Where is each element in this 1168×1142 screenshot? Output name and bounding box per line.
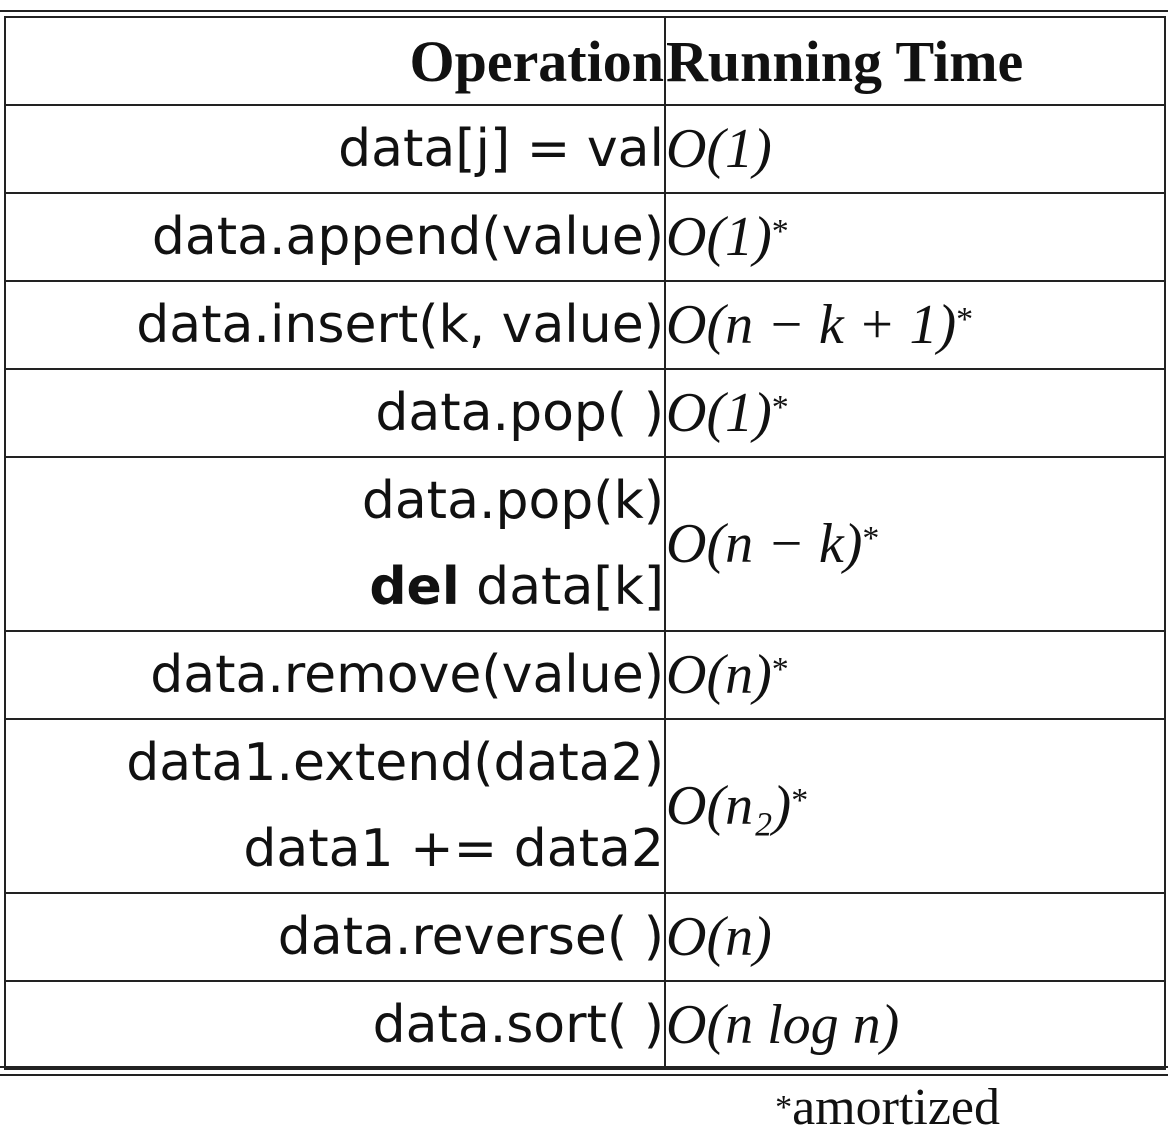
table-row: data1.extend(data2) data1 += data2 O(n₂)…	[4, 718, 1166, 894]
running-time-cell: O(n)*	[664, 630, 1166, 720]
running-time-cell: O(n₂)*	[664, 718, 1166, 894]
operations-table: Operation Running Time data[j] = val O(1…	[4, 16, 1166, 1070]
running-time-text: O(n)	[666, 644, 772, 706]
del-operand: data[k]	[459, 557, 664, 617]
amortized-mark: *	[862, 520, 880, 557]
running-time-text: O(n)	[666, 906, 772, 968]
running-time-text: O(n − k + 1)	[666, 294, 957, 356]
operation-text: data.sort( )	[372, 995, 664, 1055]
footnote: *amortized	[775, 1078, 1000, 1138]
table-row: data.pop(k) del data[k] O(n − k)*	[4, 456, 1166, 632]
running-time-text: O(1)	[666, 118, 772, 180]
running-time-cell: O(1)	[664, 104, 1166, 194]
operation-cell: data.pop( )	[4, 368, 666, 458]
operation-text: data.pop( )	[375, 383, 664, 443]
operation-cell: data.append(value)	[4, 192, 666, 282]
table-row: data.pop( ) O(1)*	[4, 368, 1166, 458]
running-time-cell: O(n − k + 1)*	[664, 280, 1166, 370]
operation-cell: data.remove(value)	[4, 630, 666, 720]
running-time-text: O(n log n)	[666, 994, 900, 1056]
operation-text: data.insert(k, value)	[136, 295, 664, 355]
running-time-cell: O(n − k)*	[664, 456, 1166, 632]
top-rule	[0, 10, 1168, 12]
running-time-cell: O(n log n)	[664, 980, 1166, 1070]
footnote-text: amortized	[792, 1079, 1000, 1136]
bottom-rule	[0, 1066, 1168, 1068]
table-row: data.reverse( ) O(n)	[4, 892, 1166, 982]
operation-text: data[j] = val	[338, 119, 664, 179]
del-keyword: del	[369, 557, 460, 617]
table-header-row: Operation Running Time	[4, 16, 1166, 106]
amortized-mark: *	[791, 782, 809, 819]
operation-text: data.remove(value)	[150, 645, 664, 705]
operation-text: data.pop(k)	[361, 471, 664, 531]
operation-header: Operation	[4, 16, 666, 106]
table-row: data.remove(value) O(n)*	[4, 630, 1166, 720]
operation-cell: data.reverse( )	[4, 892, 666, 982]
amortized-mark: *	[956, 301, 974, 338]
operation-cell: data1.extend(data2) data1 += data2	[4, 718, 666, 894]
bottom-rule-double	[0, 1074, 1168, 1076]
operation-text: data.append(value)	[151, 207, 664, 267]
operation-cell: data.sort( )	[4, 980, 666, 1070]
operation-cell: data[j] = val	[4, 104, 666, 194]
running-time-cell: O(1)*	[664, 368, 1166, 458]
operation-text: data1.extend(data2)	[126, 733, 664, 793]
running-time-cell: O(n)	[664, 892, 1166, 982]
operation-text-line2: data1 += data2	[243, 819, 664, 879]
operation-cell: data.insert(k, value)	[4, 280, 666, 370]
amortized-mark: *	[771, 651, 789, 688]
running-time-text: O(1)	[666, 206, 772, 268]
running-time-text: O(1)	[666, 382, 772, 444]
running-time-cell: O(1)*	[664, 192, 1166, 282]
footnote-mark: *	[775, 1089, 793, 1126]
table-row: data.insert(k, value) O(n − k + 1)*	[4, 280, 1166, 370]
running-time-text: O(n − k)	[666, 513, 863, 575]
amortized-mark: *	[771, 213, 789, 250]
operation-text-line2: del data[k]	[6, 544, 664, 630]
table-row: data[j] = val O(1)	[4, 104, 1166, 194]
operation-text: data.reverse( )	[277, 907, 664, 967]
amortized-mark: *	[771, 389, 789, 426]
running-time-text: O(n₂)	[666, 775, 792, 837]
running-time-header: Running Time	[664, 16, 1166, 106]
table-row: data.sort( ) O(n log n)	[4, 980, 1166, 1070]
operation-cell: data.pop(k) del data[k]	[4, 456, 666, 632]
table-row: data.append(value) O(1)*	[4, 192, 1166, 282]
